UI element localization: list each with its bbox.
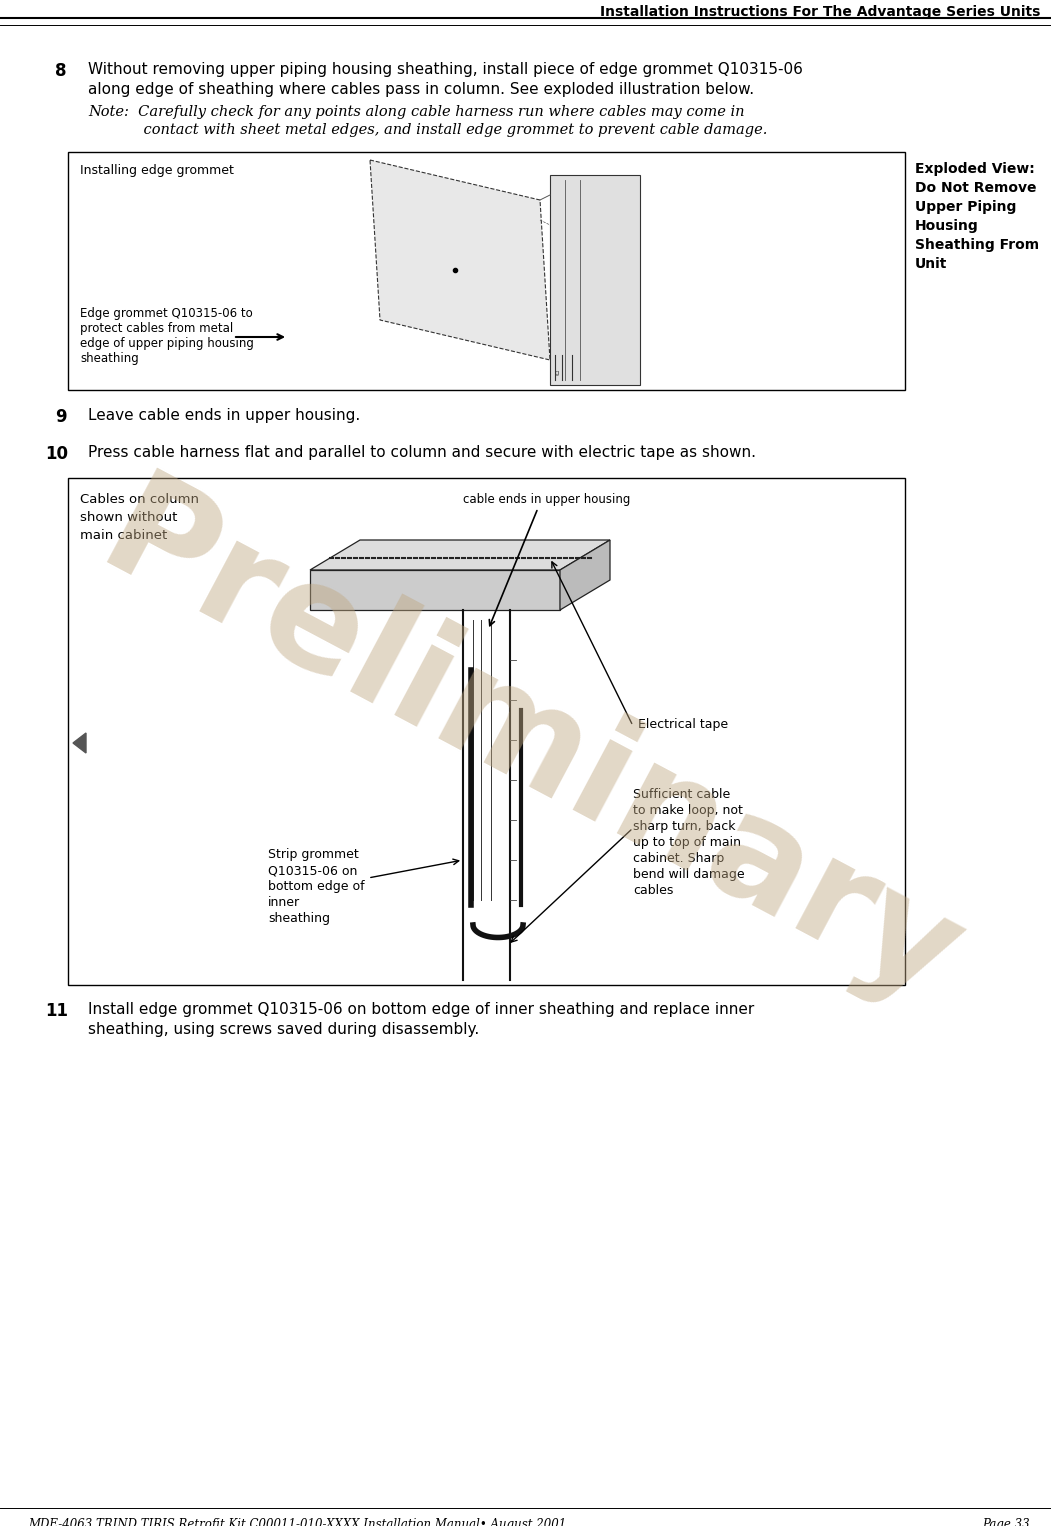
Text: sheathing: sheathing bbox=[80, 353, 139, 365]
Polygon shape bbox=[560, 540, 610, 610]
Text: main cabinet: main cabinet bbox=[80, 530, 167, 542]
Polygon shape bbox=[310, 540, 610, 571]
Text: Do Not Remove: Do Not Remove bbox=[915, 182, 1036, 195]
Text: Press cable harness flat and parallel to column and secure with electric tape as: Press cable harness flat and parallel to… bbox=[88, 446, 756, 459]
Text: edge of upper piping housing: edge of upper piping housing bbox=[80, 337, 254, 349]
Text: Q10315-06 on: Q10315-06 on bbox=[268, 864, 357, 877]
Text: cable ends in upper housing: cable ends in upper housing bbox=[463, 493, 631, 507]
Polygon shape bbox=[310, 571, 560, 610]
Bar bbox=[550, 175, 640, 385]
Text: Leave cable ends in upper housing.: Leave cable ends in upper housing. bbox=[88, 407, 360, 423]
Text: Note:  Carefully check for any points along cable harness run where cables may c: Note: Carefully check for any points alo… bbox=[88, 105, 744, 119]
Text: shown without: shown without bbox=[80, 511, 178, 523]
Text: Installing edge grommet: Installing edge grommet bbox=[80, 163, 234, 177]
Text: 11: 11 bbox=[45, 1003, 68, 1019]
Text: contact with sheet metal edges, and install edge grommet to prevent cable damage: contact with sheet metal edges, and inst… bbox=[88, 124, 767, 137]
Text: inner: inner bbox=[268, 896, 301, 909]
Text: cables: cables bbox=[633, 884, 674, 897]
Text: g: g bbox=[555, 369, 559, 375]
Text: Cables on column: Cables on column bbox=[80, 493, 199, 507]
Text: bottom edge of: bottom edge of bbox=[268, 881, 365, 893]
Text: Install edge grommet Q10315-06 on bottom edge of inner sheathing and replace inn: Install edge grommet Q10315-06 on bottom… bbox=[88, 1003, 755, 1016]
Text: Edge grommet Q10315-06 to: Edge grommet Q10315-06 to bbox=[80, 307, 252, 320]
Text: Exploded View:: Exploded View: bbox=[915, 162, 1035, 175]
Text: Unit: Unit bbox=[915, 256, 947, 272]
Text: protect cables from metal: protect cables from metal bbox=[80, 322, 233, 336]
Text: to make loop, not: to make loop, not bbox=[633, 804, 743, 816]
Bar bbox=[68, 478, 905, 984]
Text: Sufficient cable: Sufficient cable bbox=[633, 787, 730, 801]
Text: sheathing: sheathing bbox=[268, 913, 330, 925]
Text: 10: 10 bbox=[45, 446, 68, 462]
Text: Without removing upper piping housing sheathing, install piece of edge grommet Q: Without removing upper piping housing sh… bbox=[88, 63, 803, 76]
Text: up to top of main: up to top of main bbox=[633, 836, 741, 848]
Text: 8: 8 bbox=[55, 63, 66, 79]
Text: Upper Piping: Upper Piping bbox=[915, 200, 1016, 214]
Text: Preliminary: Preliminary bbox=[78, 464, 983, 1036]
Text: sharp turn, back: sharp turn, back bbox=[633, 819, 736, 833]
Text: Electrical tape: Electrical tape bbox=[638, 719, 728, 731]
Text: MDE-4063 TRIND TIRIS Retrofit Kit C00011-010-XXXX Installation Manual• August 20: MDE-4063 TRIND TIRIS Retrofit Kit C00011… bbox=[28, 1518, 566, 1526]
Polygon shape bbox=[73, 732, 86, 752]
Text: bend will damage: bend will damage bbox=[633, 868, 744, 881]
Text: sheathing, using screws saved during disassembly.: sheathing, using screws saved during dis… bbox=[88, 1022, 479, 1038]
Text: cabinet. Sharp: cabinet. Sharp bbox=[633, 852, 724, 865]
Text: Page 33: Page 33 bbox=[983, 1518, 1030, 1526]
Text: Sheathing From: Sheathing From bbox=[915, 238, 1039, 252]
Polygon shape bbox=[370, 160, 550, 360]
Bar bbox=[68, 153, 905, 391]
Text: along edge of sheathing where cables pass in column. See exploded illustration b: along edge of sheathing where cables pas… bbox=[88, 82, 755, 98]
Text: 9: 9 bbox=[55, 407, 66, 426]
Text: Strip grommet: Strip grommet bbox=[268, 848, 358, 861]
Text: Housing: Housing bbox=[915, 220, 978, 233]
Text: Installation Instructions For The Advantage Series Units: Installation Instructions For The Advant… bbox=[600, 5, 1040, 18]
